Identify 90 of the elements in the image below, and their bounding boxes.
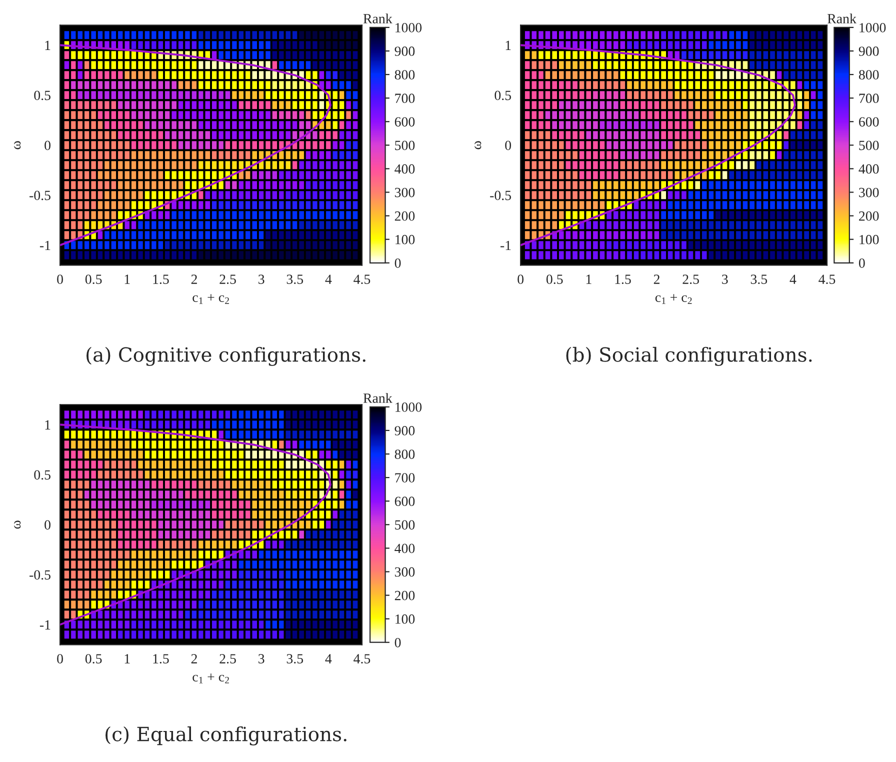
text: (b) Social configurations. [566,346,812,366]
y-axis-title: ω [14,141,21,150]
x-tick-label: 1 [586,274,592,284]
x-axis-title: c$_{1}$ + c$_{2}$ [192,674,229,684]
color-bar-label: 700 [395,473,415,482]
color-bar-label: 800 [394,450,415,459]
y-tick-label: -1 [500,240,511,250]
color-bar-label: 900 [394,426,415,436]
x-tick-label: 0.5 [546,274,563,284]
color-bar-label: 100 [860,234,879,244]
color-bar-title: Rank [363,393,392,403]
x-tick-label: 1 [124,274,130,284]
color-bar-label: 600 [859,117,879,127]
color-bar-label: 200 [394,590,415,600]
x-tick-label: 1 [124,654,130,664]
x-tick-label: 3.5 [286,274,304,284]
y-tick-label: 1 [45,40,50,50]
y-tick-label: 0.5 [34,90,50,100]
y-tick-label: -0.5 [490,190,512,200]
y-tick-label: 0 [44,520,50,530]
x-tick-label: 0 [57,654,63,664]
color-bar-label: 800 [394,70,415,80]
x-tick-label: 2.5 [682,274,699,284]
color-bar-label: 1000 [396,23,422,32]
color-bar-label: 600 [394,496,415,506]
color-bar-label: 300 [394,188,415,198]
y-tick-label: -1 [40,240,50,250]
x-tick-label: 1.5 [153,654,169,664]
color-bar-label: 100 [396,234,415,244]
x-tick-label: 3 [258,274,264,284]
x-tick-label: 3.5 [286,654,304,664]
text: (a) Cognitive configurations. [86,346,366,366]
y-tick-label: -0.5 [30,570,50,580]
color-bar-label: 900 [858,46,879,56]
y-axis-title: ω [14,520,21,529]
color-bar-label: 0 [858,258,865,268]
x-tick-label: 3 [722,274,728,284]
color-bar-label: 900 [394,46,415,56]
x-tick-label: 0.5 [85,654,102,664]
y-tick-label: -1 [40,620,50,630]
x-axis-title: c$_{1}$ + c$_{2}$ [192,294,229,304]
text: (c) Equal configurations. [106,726,346,746]
x-tick-label: 4.5 [354,654,370,664]
color-bar-label: 300 [859,188,879,198]
color-bar-label: 500 [395,140,415,150]
color-bar-label: 400 [858,164,879,174]
y-tick-label: 0 [44,140,50,150]
y-tick-label: 1 [45,420,50,430]
x-tick-label: 0.5 [85,274,102,284]
x-tick-label: 2 [191,274,197,284]
y-tick-label: 0.5 [34,470,50,480]
x-tick-label: 3 [258,654,264,664]
x-tick-label: 0 [57,274,63,284]
x-tick-label: 4.5 [354,274,370,284]
color-bar-label: 500 [859,140,879,150]
x-tick-label: 1.5 [153,274,169,284]
color-bar-label: 1000 [860,23,886,32]
y-tick-label: 1 [506,40,511,50]
color-bar-label: 200 [394,211,415,221]
color-bar-label: 300 [394,567,415,577]
color-bar-title: Rank [363,14,392,24]
y-tick-label: -0.5 [30,190,50,200]
x-tick-label: 1.5 [615,274,631,284]
color-bar-label: 200 [859,211,879,221]
x-tick-label: 4 [325,274,332,284]
color-bar-label: 1000 [396,402,422,412]
color-bar-label: 800 [858,70,879,80]
color-bar-label: 0 [394,638,401,648]
color-bar-label: 400 [394,544,415,554]
color-bar-label: 100 [396,614,415,624]
x-tick-label: 2 [191,654,197,664]
x-tick-label: 4.5 [818,274,836,284]
y-tick-label: 0 [505,140,512,150]
x-tick-label: 3.5 [750,274,768,284]
color-bar-label: 0 [394,258,401,268]
color-bar-label: 700 [859,94,879,104]
x-tick-label: 0 [518,274,524,284]
x-tick-label: 2.5 [220,654,236,664]
x-axis-title: c$_{1}$ + c$_{2}$ [655,294,692,304]
color-bar-label: 400 [394,164,415,174]
x-tick-label: 2.5 [220,274,236,284]
y-axis-title: ω [474,141,482,150]
y-tick-label: 0.5 [494,90,512,100]
color-bar-label: 500 [395,520,415,530]
color-bar-label: 700 [395,94,415,104]
color-bar-title: Rank [828,14,856,24]
x-tick-label: 4 [790,274,796,284]
color-bar-label: 600 [394,117,415,127]
x-tick-label: 2 [654,274,660,284]
x-tick-label: 4 [325,654,332,664]
